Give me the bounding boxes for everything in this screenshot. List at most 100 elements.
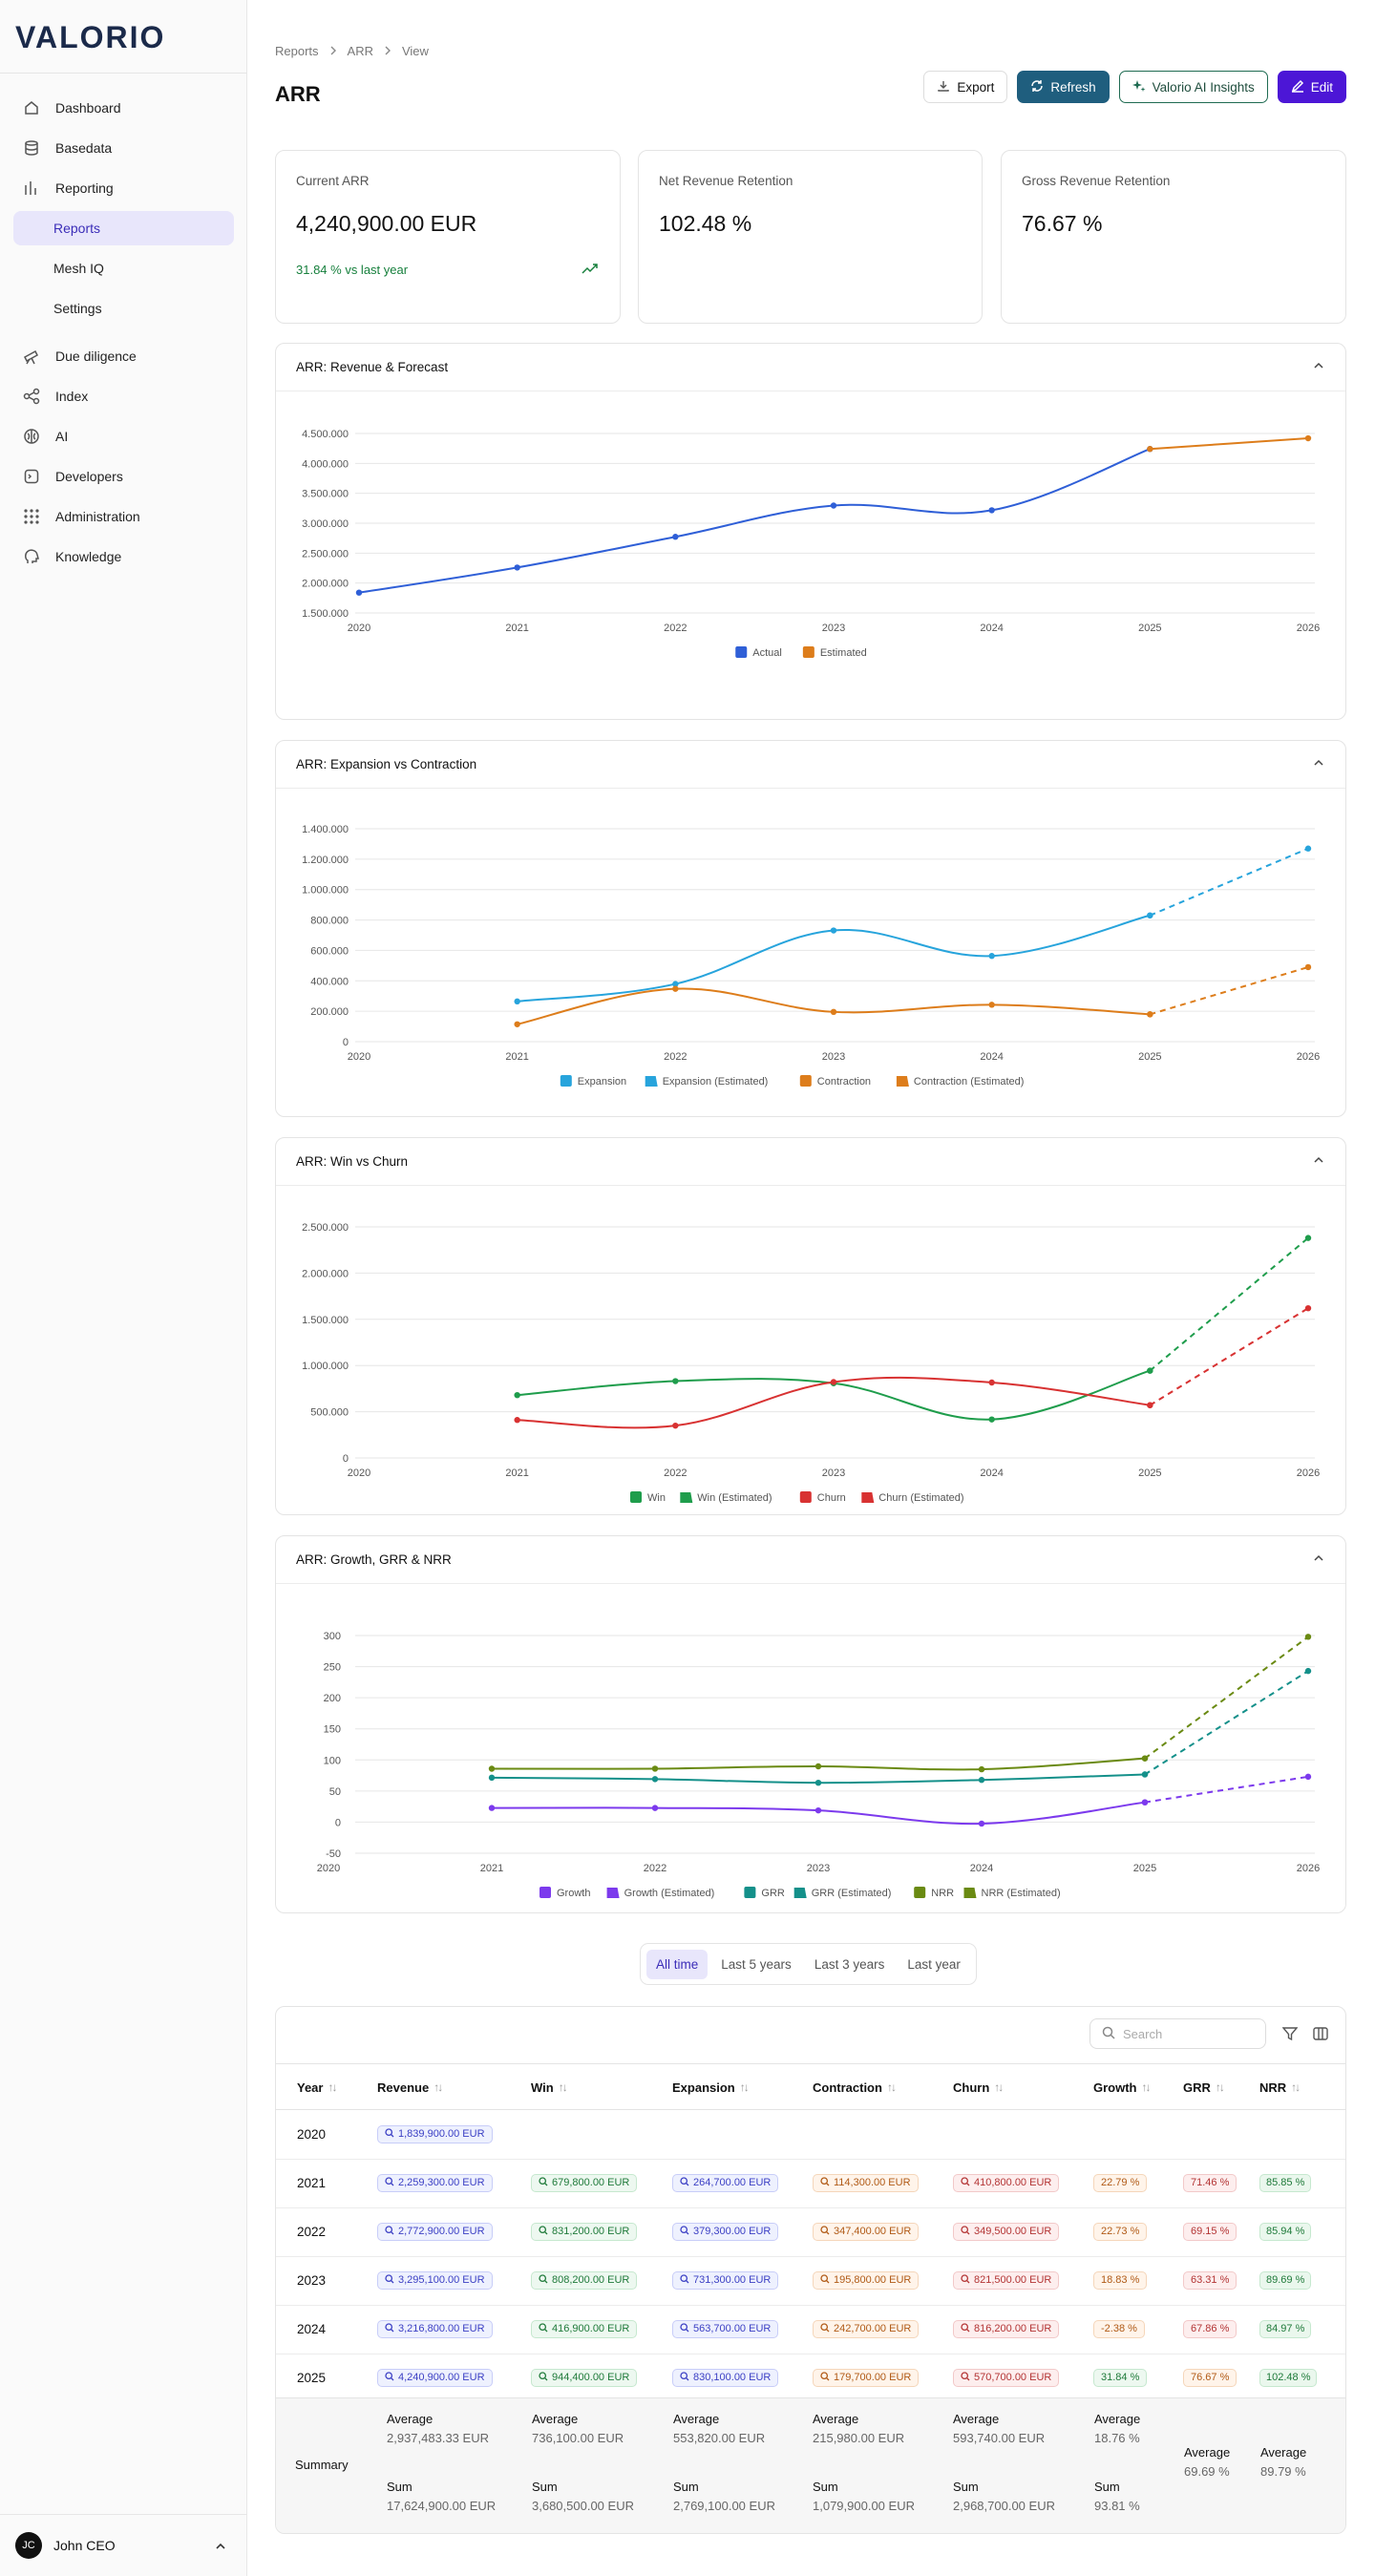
value-pill[interactable]: 84.97 %: [1259, 2319, 1312, 2338]
value-pill[interactable]: 85.85 %: [1259, 2173, 1312, 2192]
table-cell-churn[interactable]: 821,500.00 EUR: [953, 2270, 1060, 2290]
sidebar-item-mesh-iq[interactable]: Mesh IQ: [13, 251, 234, 285]
data-point[interactable]: [988, 1416, 995, 1423]
data-point[interactable]: [514, 1417, 520, 1424]
column-header-growth[interactable]: Growth ↑↓: [1093, 2064, 1152, 2110]
data-point[interactable]: [1147, 1367, 1153, 1374]
table-cell-churn[interactable]: 570,700.00 EUR: [953, 2368, 1060, 2387]
table-cell-expansion[interactable]: 830,100.00 EUR: [672, 2368, 779, 2387]
valorio-logo[interactable]: VALORIO: [15, 19, 197, 53]
value-pill[interactable]: 22.73 %: [1093, 2222, 1148, 2241]
value-pill[interactable]: 4,240,900.00 EUR: [377, 2368, 493, 2387]
value-pill[interactable]: 179,700.00 EUR: [813, 2368, 920, 2387]
value-pill[interactable]: 416,900.00 EUR: [531, 2319, 638, 2338]
value-pill[interactable]: 69.15 %: [1183, 2222, 1238, 2241]
value-pill[interactable]: 831,200.00 EUR: [531, 2222, 638, 2241]
sort-icon[interactable]: ↑↓: [1291, 2080, 1301, 2094]
chart-card-header[interactable]: ARR: Growth, GRR & NRR: [276, 1536, 1345, 1584]
sidebar-item-reports[interactable]: Reports: [13, 211, 234, 245]
table-cell-grr[interactable]: 76.67 %: [1183, 2368, 1238, 2387]
data-point[interactable]: [1304, 434, 1312, 442]
table-cell-nrr[interactable]: 102.48 %: [1259, 2368, 1318, 2387]
table-cell-contraction[interactable]: 195,800.00 EUR: [813, 2270, 920, 2290]
data-point[interactable]: [514, 998, 520, 1005]
value-pill[interactable]: 264,700.00 EUR: [672, 2173, 779, 2192]
value-pill[interactable]: 63.31 %: [1183, 2270, 1238, 2290]
data-point[interactable]: [651, 1805, 659, 1811]
value-pill[interactable]: 2,259,300.00 EUR: [377, 2173, 493, 2192]
value-pill[interactable]: 3,295,100.00 EUR: [377, 2270, 493, 2290]
data-point[interactable]: [1304, 1773, 1312, 1781]
data-point[interactable]: [978, 1777, 985, 1784]
sidebar-item-administration[interactable]: Administration: [13, 499, 234, 534]
table-cell-expansion[interactable]: 264,700.00 EUR: [672, 2173, 779, 2192]
column-header-churn[interactable]: Churn ↑↓: [953, 2064, 1004, 2110]
tab-last-3-years[interactable]: Last 3 years: [814, 1956, 885, 1972]
table-cell-grr[interactable]: 71.46 %: [1183, 2173, 1238, 2192]
chevron-up-icon[interactable]: [1313, 757, 1324, 771]
table-cell-contraction[interactable]: 347,400.00 EUR: [813, 2222, 920, 2241]
value-pill[interactable]: 679,800.00 EUR: [531, 2173, 638, 2192]
data-point[interactable]: [988, 507, 995, 514]
table-cell-churn[interactable]: 816,200.00 EUR: [953, 2319, 1060, 2338]
table-cell-nrr[interactable]: 84.97 %: [1259, 2319, 1312, 2338]
value-pill[interactable]: 379,300.00 EUR: [672, 2222, 779, 2241]
sort-icon[interactable]: ↑↓: [1141, 2080, 1152, 2094]
column-header-expansion[interactable]: Expansion ↑↓: [672, 2064, 750, 2110]
data-point[interactable]: [672, 981, 679, 987]
sidebar-item-index[interactable]: Index: [13, 379, 234, 413]
data-point[interactable]: [988, 953, 995, 960]
user-menu[interactable]: JC John CEO: [0, 2514, 247, 2576]
table-cell-growth[interactable]: 22.79 %: [1093, 2173, 1148, 2192]
breadcrumb-reports[interactable]: Reports: [275, 44, 319, 58]
table-cell-revenue[interactable]: 2,259,300.00 EUR: [377, 2173, 493, 2192]
table-cell-expansion[interactable]: 563,700.00 EUR: [672, 2319, 779, 2338]
value-pill[interactable]: 89.69 %: [1259, 2270, 1312, 2290]
legend-item[interactable]: Growth (Estimated): [606, 1888, 715, 1899]
data-point[interactable]: [830, 1379, 837, 1385]
value-pill[interactable]: 114,300.00 EUR: [813, 2173, 919, 2192]
value-pill[interactable]: 1,839,900.00 EUR: [377, 2124, 493, 2143]
value-pill[interactable]: 821,500.00 EUR: [953, 2270, 1060, 2290]
value-pill[interactable]: 349,500.00 EUR: [953, 2222, 1060, 2241]
data-point[interactable]: [1304, 1235, 1312, 1241]
sort-icon[interactable]: ↑↓: [558, 2080, 568, 2094]
data-point[interactable]: [1141, 1755, 1149, 1762]
data-point[interactable]: [355, 589, 363, 596]
table-cell-growth[interactable]: 22.73 %: [1093, 2222, 1148, 2241]
value-pill[interactable]: 410,800.00 EUR: [953, 2173, 1060, 2192]
value-pill[interactable]: -2.38 %: [1093, 2319, 1145, 2338]
data-point[interactable]: [1304, 1634, 1312, 1640]
data-point[interactable]: [651, 1776, 659, 1783]
table-cell-contraction[interactable]: 242,700.00 EUR: [813, 2319, 920, 2338]
ai-insights-button[interactable]: Valorio AI Insights: [1118, 71, 1268, 103]
data-point[interactable]: [672, 1422, 679, 1429]
table-cell-expansion[interactable]: 731,300.00 EUR: [672, 2270, 779, 2290]
tab-last-5-years[interactable]: Last 5 years: [721, 1956, 792, 1972]
sidebar-item-basedata[interactable]: Basedata: [13, 131, 234, 165]
table-cell-win[interactable]: 416,900.00 EUR: [531, 2319, 638, 2338]
table-cell-churn[interactable]: 349,500.00 EUR: [953, 2222, 1060, 2241]
legend-item[interactable]: Win: [630, 1491, 666, 1504]
table-cell-revenue[interactable]: 3,295,100.00 EUR: [377, 2270, 493, 2290]
chevron-up-icon[interactable]: [1313, 1154, 1324, 1169]
table-cell-revenue[interactable]: 3,216,800.00 EUR: [377, 2319, 493, 2338]
sidebar-item-ai[interactable]: AI: [13, 419, 234, 454]
table-cell-growth[interactable]: 31.84 %: [1093, 2368, 1148, 2387]
column-header-win[interactable]: Win ↑↓: [531, 2064, 568, 2110]
data-point[interactable]: [830, 1008, 837, 1016]
legend-item[interactable]: Churn (Estimated): [861, 1492, 964, 1504]
legend-item[interactable]: Contraction: [799, 1075, 871, 1087]
export-button[interactable]: Export: [923, 71, 1008, 103]
table-cell-grr[interactable]: 69.15 %: [1183, 2222, 1238, 2241]
data-point[interactable]: [514, 564, 520, 571]
data-point[interactable]: [1141, 1799, 1149, 1805]
edit-button[interactable]: Edit: [1277, 71, 1346, 103]
data-point[interactable]: [1147, 912, 1153, 918]
table-cell-revenue[interactable]: 2,772,900.00 EUR: [377, 2222, 493, 2241]
legend-item[interactable]: Actual: [735, 646, 782, 659]
sort-icon[interactable]: ↑↓: [739, 2080, 750, 2094]
sidebar-item-reporting[interactable]: Reporting: [13, 171, 234, 205]
value-pill[interactable]: 71.46 %: [1183, 2173, 1238, 2192]
value-pill[interactable]: 102.48 %: [1259, 2368, 1318, 2387]
